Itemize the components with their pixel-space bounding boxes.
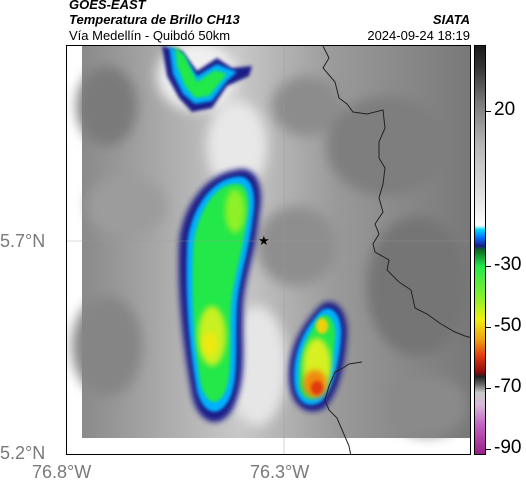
satellite-map[interactable]: ★ <box>66 45 471 455</box>
colorbar-tick <box>486 266 491 267</box>
region-subtitle: Vía Medellín - Quibdó 50km <box>69 28 231 43</box>
river-boundary <box>324 361 363 454</box>
colorbar-tick <box>486 449 491 450</box>
graticule <box>67 46 470 454</box>
colorbar-label: 20 <box>494 99 516 120</box>
colorbar-tick <box>486 111 491 112</box>
satellite-name: GOES-EAST <box>69 0 146 12</box>
map-canvas: ★ <box>67 46 470 454</box>
colorbar-tick <box>486 388 491 389</box>
colorbar-label: -90 <box>494 437 522 458</box>
colorbar-label: -50 <box>494 315 522 336</box>
lon-label: 76.3°W <box>250 462 310 482</box>
location-star-icon: ★ <box>258 234 270 249</box>
administrative-boundary <box>322 46 470 338</box>
colorbar-label: -30 <box>494 254 522 275</box>
lon-label: 76.8°W <box>32 462 92 482</box>
timestamp: 2024-09-24 18:19 <box>367 28 470 43</box>
lat-label: 5.2°N <box>0 443 46 463</box>
colorbar-label: -70 <box>494 376 522 397</box>
lat-label: 5.7°N <box>0 231 46 251</box>
product-title: Temperatura de Brillo CH13 <box>69 12 240 27</box>
temperature-colorbar <box>474 45 486 455</box>
colorbar-tick <box>486 327 491 328</box>
source-label: SIATA <box>432 12 470 27</box>
brightness-temperature-field <box>72 46 470 438</box>
